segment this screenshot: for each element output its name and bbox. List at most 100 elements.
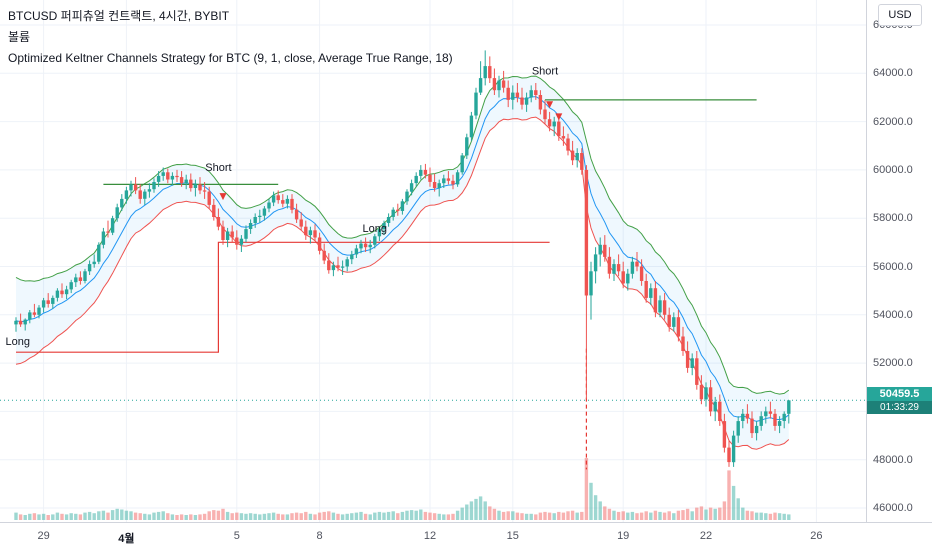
volume-bar	[736, 498, 740, 520]
volume-bar	[276, 513, 280, 520]
price-tick: 48000.0	[873, 453, 913, 466]
candle	[133, 184, 138, 191]
volume-bar	[773, 512, 777, 520]
volume-bar	[281, 514, 285, 520]
candle	[138, 190, 142, 199]
volume-bar	[225, 511, 230, 520]
volume-bar	[336, 513, 340, 520]
candle	[386, 217, 391, 223]
volume-bar	[115, 508, 119, 520]
volume-bar	[764, 513, 768, 520]
time-label: 5	[233, 530, 240, 542]
candle	[69, 282, 73, 290]
volume-indicator-legend[interactable]: 볼륨	[8, 30, 31, 44]
volume-bar	[198, 514, 202, 520]
candle	[290, 198, 294, 210]
volume-bar	[51, 514, 55, 520]
candle	[308, 230, 313, 236]
volume-bar	[216, 510, 221, 520]
volume-bar	[175, 515, 179, 520]
candle	[120, 198, 124, 208]
time-axis[interactable]: 29 4월 5 8 12 15 19 22 26	[0, 522, 932, 550]
candle	[202, 190, 207, 192]
volume-bar	[777, 513, 782, 520]
candle	[713, 401, 717, 412]
candle	[506, 87, 510, 100]
volume-bar	[382, 512, 386, 520]
candle	[612, 264, 616, 274]
volume-bar	[138, 513, 142, 520]
candle	[708, 387, 713, 412]
candle	[515, 92, 520, 98]
candle	[267, 202, 271, 209]
candle	[534, 90, 538, 95]
volume-bar	[754, 512, 759, 520]
volume-bar	[41, 513, 46, 520]
volume-bar	[129, 511, 133, 520]
volume-bar	[32, 513, 37, 520]
volume-bar	[497, 510, 501, 520]
price-tick: 60000.0	[873, 163, 913, 176]
volume-bar	[345, 513, 349, 520]
volume-bar	[69, 513, 73, 520]
candle	[432, 182, 437, 188]
volume-bar	[718, 507, 722, 520]
volume-bar	[570, 510, 575, 520]
volume-bar	[60, 513, 64, 520]
candle	[373, 236, 377, 245]
candle	[124, 190, 129, 199]
candle	[313, 230, 317, 238]
candle	[626, 273, 630, 284]
volume-bar	[676, 510, 681, 520]
volume-bar	[593, 495, 598, 520]
volume-bar	[143, 513, 147, 520]
candle	[704, 387, 708, 400]
candle	[501, 80, 506, 88]
price-tick: 58000.0	[873, 212, 913, 225]
candle	[446, 178, 451, 181]
candle	[580, 153, 584, 170]
volume-bar	[409, 510, 414, 520]
volume-bar	[202, 513, 207, 520]
candle	[731, 435, 736, 463]
candle	[382, 223, 386, 229]
volume-bar	[92, 513, 96, 520]
candle	[285, 198, 290, 204]
volume-bar	[391, 511, 395, 520]
candle	[768, 411, 773, 414]
candle	[469, 115, 474, 138]
candle	[699, 384, 704, 400]
volume-bar	[230, 513, 234, 520]
bar-countdown: 01:33:29	[867, 401, 932, 415]
volume-bar	[782, 513, 786, 520]
candle	[644, 281, 648, 298]
candle	[616, 264, 621, 272]
candle	[97, 244, 101, 262]
candle	[87, 264, 92, 272]
candle	[221, 226, 225, 240]
price-tick: 56000.0	[873, 260, 913, 273]
candle	[414, 175, 418, 184]
currency-toggle-button[interactable]: USD	[878, 4, 922, 26]
strategy-markers: Long Short Long Short	[6, 66, 563, 348]
volume-bar	[708, 507, 713, 520]
volume-bar	[46, 515, 50, 520]
volume-bar	[557, 511, 561, 520]
candle	[28, 312, 32, 320]
volume-bar	[97, 511, 101, 520]
chart-canvas[interactable]: Long Short Long Short	[0, 0, 866, 522]
symbol-legend[interactable]: BTCUSD 퍼피츄얼 컨트랙트, 4시간, BYBIT	[8, 9, 230, 23]
volume-bar	[239, 513, 244, 520]
candle	[561, 136, 566, 139]
candle	[455, 172, 460, 185]
time-label: 8	[316, 530, 323, 542]
volume-bar	[759, 512, 763, 520]
price-axis[interactable]: USD 50459.5 01:33:29 46000.048000.050000…	[866, 0, 932, 522]
volume-bar	[685, 508, 690, 520]
candles-layer	[14, 50, 791, 467]
candle	[51, 297, 55, 304]
strategy-legend[interactable]: Optimized Keltner Channels Strategy for …	[8, 51, 453, 65]
chart-pane[interactable]: Long Short Long Short BTCUSD 퍼피츄얼 컨트랙트, 4시간…	[0, 0, 866, 522]
candle	[92, 261, 96, 265]
candle	[391, 209, 395, 217]
